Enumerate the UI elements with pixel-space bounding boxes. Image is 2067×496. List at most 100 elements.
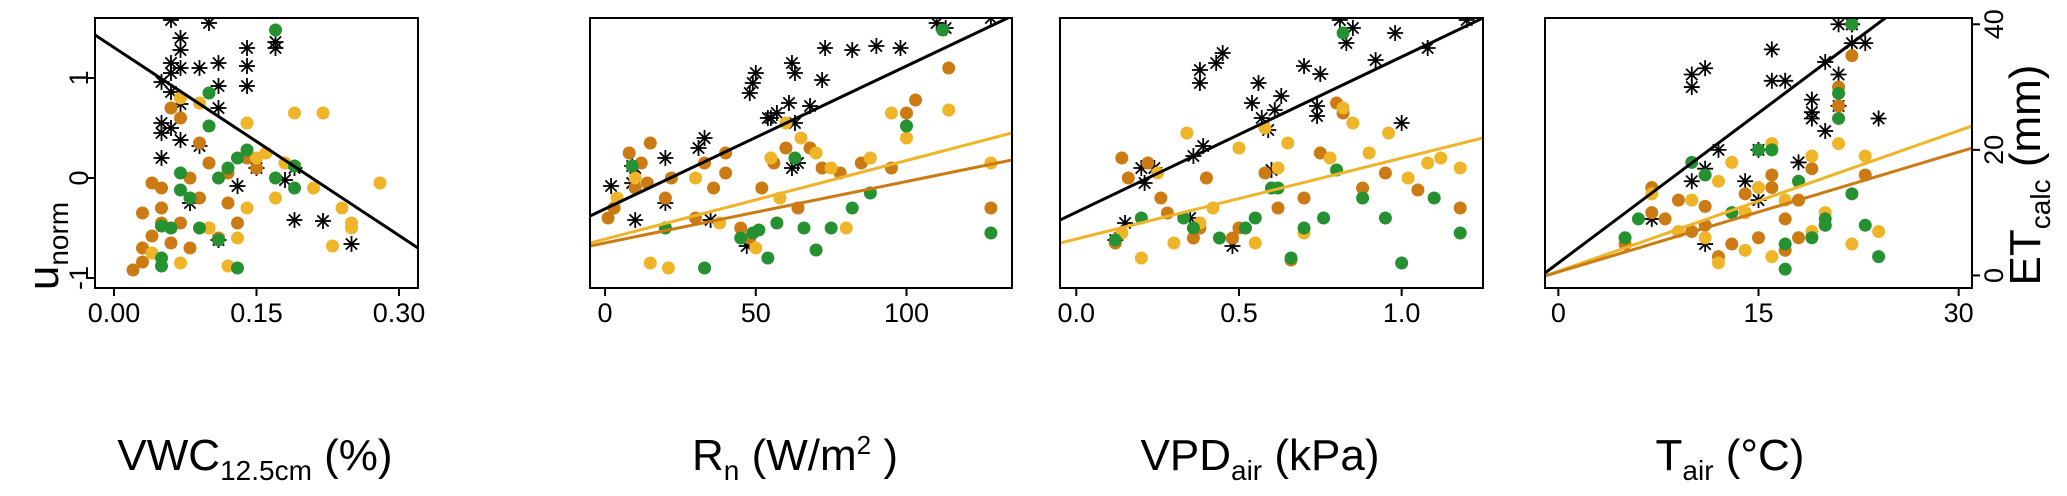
data-point-orange: [719, 166, 733, 180]
regression-line-series_black: [1060, 18, 1483, 222]
asterisk-stroke: [1310, 99, 1324, 113]
data-point-orange: [164, 101, 178, 115]
data-point-ET_calc: [1817, 123, 1834, 140]
regression-line-series_black: [590, 18, 1012, 218]
data-point-u_norm: [1309, 108, 1326, 124]
regression-line-series_yellow: [1545, 124, 1972, 278]
data-point-green: [1427, 191, 1441, 205]
data-point-orange: [1225, 231, 1239, 245]
right-ylabel-sub: calc: [2025, 179, 2056, 229]
data-point-ET_calc: [1790, 154, 1807, 171]
asterisk-stroke: [1858, 36, 1872, 50]
right-y-axis-title: ETcalc (mm): [2001, 65, 2056, 286]
data-point-green: [1752, 143, 1765, 157]
data-point-green: [625, 159, 639, 173]
data-point-yellow: [1346, 116, 1360, 130]
data-point-orange: [155, 201, 168, 215]
data-point-orange: [1765, 168, 1779, 182]
data-point-u_norm: [627, 212, 644, 228]
regression-line-series_orange: [1545, 146, 1972, 278]
data-point-yellow: [1232, 141, 1246, 155]
data-point-green: [1845, 187, 1859, 201]
data-point-u_norm: [747, 65, 764, 81]
data-point-ET_calc: [1763, 72, 1780, 89]
data-point-u_norm: [172, 132, 189, 148]
data-point-ET_calc: [1763, 41, 1780, 58]
data-point-ET_calc: [1683, 66, 1700, 83]
xlabel-vwc-suffix: (%): [312, 431, 393, 480]
data-point-green: [1858, 218, 1872, 232]
data-point-orange: [1258, 166, 1272, 180]
data-point-u_norm: [210, 55, 227, 71]
asterisk-stroke: [155, 126, 168, 140]
data-point-u_norm: [172, 42, 189, 58]
panel-tair: 0 15 30 0 20 40: [1544, 9, 2009, 328]
x-tick-label: 0.15: [230, 298, 283, 328]
data-point-yellow: [1248, 236, 1262, 250]
data-point-orange: [1725, 237, 1739, 251]
xlabel-vwc-sub: 12.5cm: [220, 455, 312, 486]
data-point-yellow: [824, 161, 838, 175]
asterisk-stroke: [770, 106, 784, 120]
data-point-green: [698, 261, 712, 275]
data-point-u_norm: [814, 72, 831, 88]
x-tick-label: 15: [1743, 298, 1773, 328]
panel-rn: 0 50 100: [589, 17, 1013, 328]
xlabel-vpd-suffix: (kPa): [1262, 431, 1379, 480]
right-y-tick-label: 0: [1979, 268, 2009, 283]
asterisk-stroke: [818, 41, 832, 55]
asterisk-stroke: [1252, 76, 1265, 90]
data-point-yellow: [373, 176, 387, 190]
data-point-orange: [1658, 212, 1672, 226]
data-point-u_norm: [239, 58, 255, 74]
data-point-u_norm: [844, 42, 861, 58]
data-point-green: [288, 181, 301, 195]
xlabel-rn-main: R: [692, 431, 724, 480]
data-point-yellow: [900, 131, 913, 145]
data-point-orange: [1297, 191, 1311, 205]
data-point-yellow: [1336, 101, 1350, 115]
data-point-green: [845, 201, 859, 215]
data-point-green: [1805, 231, 1819, 245]
data-point-green: [1248, 211, 1262, 225]
data-point-green: [1186, 221, 1200, 235]
svg-text:ETcalc (mm): ETcalc (mm): [2001, 65, 2056, 286]
x-tick-label: 50: [741, 298, 771, 328]
asterisk-stroke: [193, 61, 206, 75]
data-point-u_norm: [286, 212, 303, 228]
asterisk-stroke: [749, 66, 763, 80]
data-point-yellow: [1323, 151, 1337, 165]
data-point-green: [1832, 86, 1846, 100]
data-point-u_norm: [1367, 52, 1384, 68]
regression-line-series_orange: [590, 158, 1012, 248]
data-point-green: [984, 226, 998, 240]
data-point-u_norm: [1273, 88, 1290, 104]
data-point-orange: [183, 241, 197, 255]
data-point-green: [1845, 18, 1859, 31]
asterisk-stroke: [989, 18, 998, 25]
asterisk-stroke: [1765, 74, 1779, 88]
data-point-orange: [202, 156, 216, 170]
data-point-green: [1765, 143, 1779, 157]
data-point-u_norm: [210, 78, 227, 94]
data-point-orange: [734, 221, 748, 235]
data-point-orange: [1356, 181, 1370, 195]
y-tick-label: 0: [64, 170, 94, 185]
data-point-orange: [1271, 201, 1285, 215]
asterisk-stroke: [212, 56, 225, 70]
xlabel-tair-main: T: [1656, 431, 1683, 480]
asterisk-stroke: [845, 43, 859, 57]
data-point-u_norm: [229, 178, 246, 194]
data-point-green: [900, 119, 913, 133]
data-point-yellow: [1362, 146, 1376, 160]
y-tick-label: 1: [64, 70, 94, 85]
asterisk-stroke: [984, 18, 993, 25]
data-point-green: [1698, 168, 1712, 182]
asterisk-stroke: [1340, 36, 1353, 50]
asterisk-stroke: [155, 75, 168, 89]
data-point-orange: [1453, 201, 1467, 215]
data-point-yellow: [231, 231, 244, 245]
asterisk-stroke: [788, 66, 802, 80]
data-point-orange: [1778, 212, 1792, 226]
asterisk-stroke: [1388, 26, 1402, 40]
